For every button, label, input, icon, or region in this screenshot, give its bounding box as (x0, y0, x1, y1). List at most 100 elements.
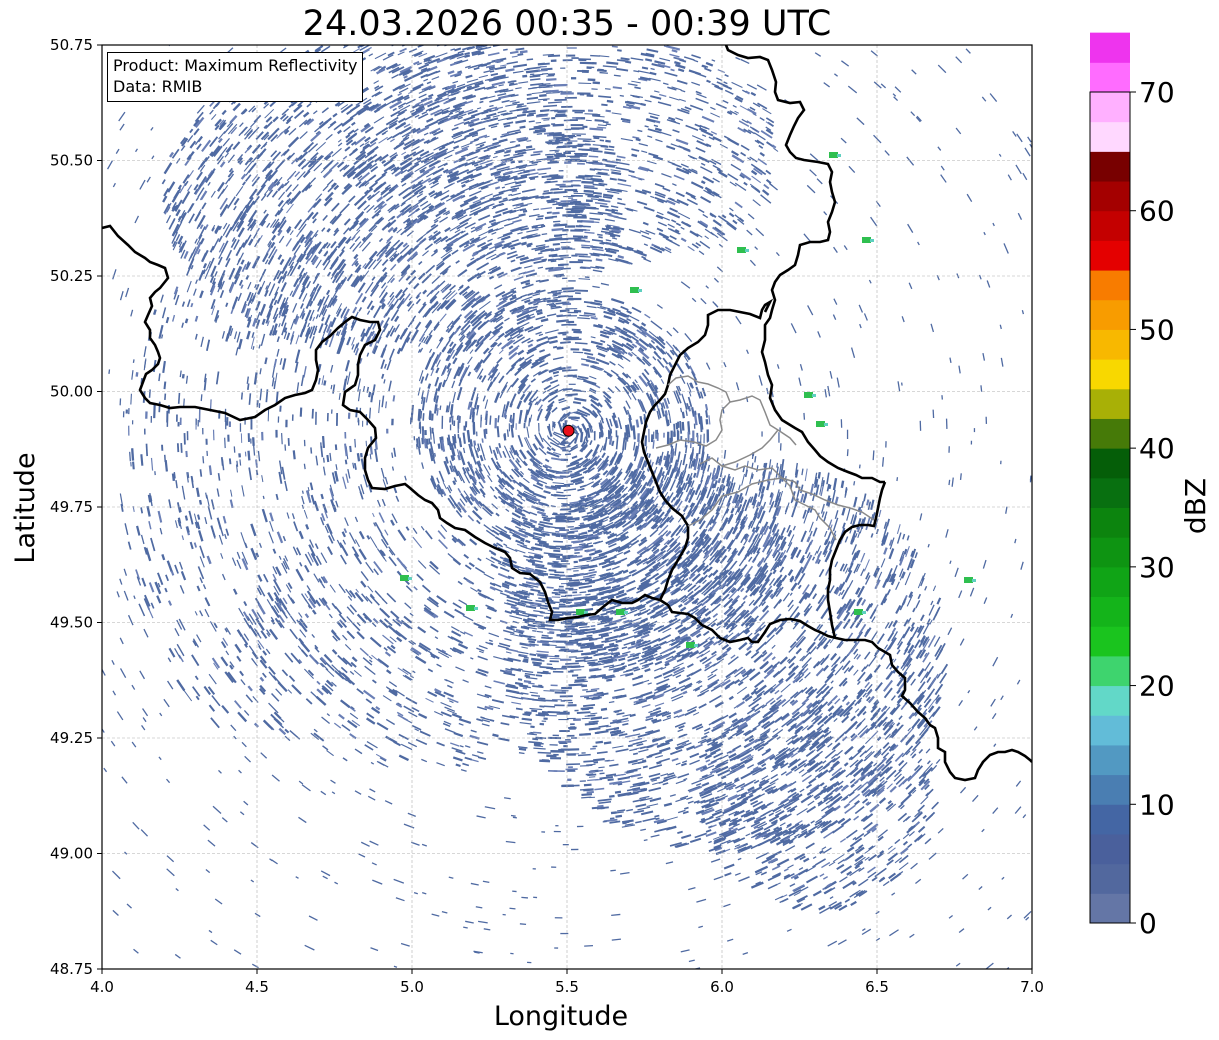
echo-cell (571, 124, 584, 126)
echo-cell (577, 163, 585, 165)
echo-cell (565, 208, 578, 210)
echo-cell (574, 193, 586, 194)
echo-cell (568, 671, 574, 673)
echo-cell (543, 718, 547, 720)
echo-cell (508, 39, 516, 42)
echo-cell (592, 807, 598, 809)
echo-cell (571, 127, 584, 129)
echo-cell (585, 143, 591, 145)
echo-cell (572, 110, 585, 112)
echo-cell (568, 198, 573, 199)
echo-cell (551, 59, 557, 62)
echo-cell (551, 117, 555, 119)
echo-cell (565, 143, 571, 144)
echo-cell (550, 757, 561, 759)
echo-cell (554, 704, 564, 706)
echo-cell (570, 723, 575, 725)
echo-cell (565, 189, 578, 191)
echo-cell (571, 180, 581, 181)
echo-cell (553, 671, 564, 673)
echo-cell (571, 159, 580, 160)
echo-cell (557, 713, 570, 714)
echo-cell (525, 41, 538, 45)
echo-cell (567, 779, 571, 781)
echo-cell (574, 710, 578, 712)
echo-cell (553, 735, 559, 737)
echo-cell (571, 195, 583, 197)
echo-cell (560, 659, 571, 661)
echo-cell (593, 761, 598, 763)
echo-cell (559, 563, 570, 564)
echo-cell (562, 690, 569, 691)
echo-cell (576, 145, 584, 147)
echo-cell (575, 204, 585, 206)
echo-cell (553, 607, 560, 609)
echo-cell (575, 214, 582, 216)
echo-cell (559, 578, 572, 580)
echo-cell (565, 595, 572, 597)
echo-cell (571, 57, 578, 59)
echo-cell (556, 113, 566, 115)
echo-cell (566, 753, 576, 756)
echo-cell (555, 151, 559, 153)
echo-cell (600, 807, 604, 810)
echo-cell (574, 112, 582, 113)
echo-cell (555, 691, 566, 693)
echo-cell (568, 280, 576, 281)
echo-cell (570, 726, 575, 727)
echo-cell (561, 106, 571, 108)
echo-cell (568, 140, 577, 141)
echo-cell (556, 207, 563, 209)
echo-cell (582, 70, 589, 71)
echo-cell (558, 264, 564, 267)
echo-cell (564, 161, 571, 164)
echo-cell (580, 94, 584, 96)
echo-cell (568, 766, 573, 768)
echo-cell (560, 91, 571, 92)
echo-cell (563, 700, 572, 702)
echo-cell (561, 687, 572, 689)
echo-cell (567, 735, 575, 737)
echo-cell (543, 99, 547, 101)
echo-cell (592, 62, 596, 64)
echo-cell (554, 84, 568, 87)
echo-cell (520, 39, 530, 42)
echo-cell (569, 261, 583, 263)
echo-cell (564, 214, 576, 216)
echo-cell (487, 40, 493, 43)
echo-cell (573, 235, 583, 237)
echo-cell (560, 39, 568, 41)
echo-cell (562, 135, 575, 138)
echo-cell (588, 110, 593, 112)
echo-cell (574, 153, 588, 155)
echo-cell (575, 292, 581, 294)
echo-cell (573, 191, 578, 192)
echo-cell (548, 770, 557, 772)
echo-cell (574, 155, 587, 157)
echo-cell (577, 220, 582, 222)
echo-cell (619, 35, 628, 38)
echo-cell (563, 59, 573, 61)
echo-cell (553, 754, 558, 756)
echo-cell (385, 39, 395, 45)
echo-cell (571, 77, 576, 79)
echo-cell (578, 175, 588, 178)
echo-cell (560, 68, 565, 69)
echo-cell (554, 157, 559, 159)
echo-cell (559, 650, 565, 652)
echo-cell (556, 202, 561, 204)
echo-cell (558, 258, 563, 260)
echo-cell (568, 37, 574, 39)
echo-cell (571, 210, 584, 212)
echo-cell (565, 97, 577, 99)
echo-cell (584, 236, 588, 238)
echo-cell (570, 119, 578, 121)
echo-cell (560, 695, 573, 697)
echo-cell (567, 770, 575, 772)
echo-cell (559, 170, 564, 171)
echo-cell (552, 216, 557, 218)
echo-cell (540, 36, 551, 38)
echo-cell (603, 42, 615, 44)
echo-cell (582, 214, 587, 216)
